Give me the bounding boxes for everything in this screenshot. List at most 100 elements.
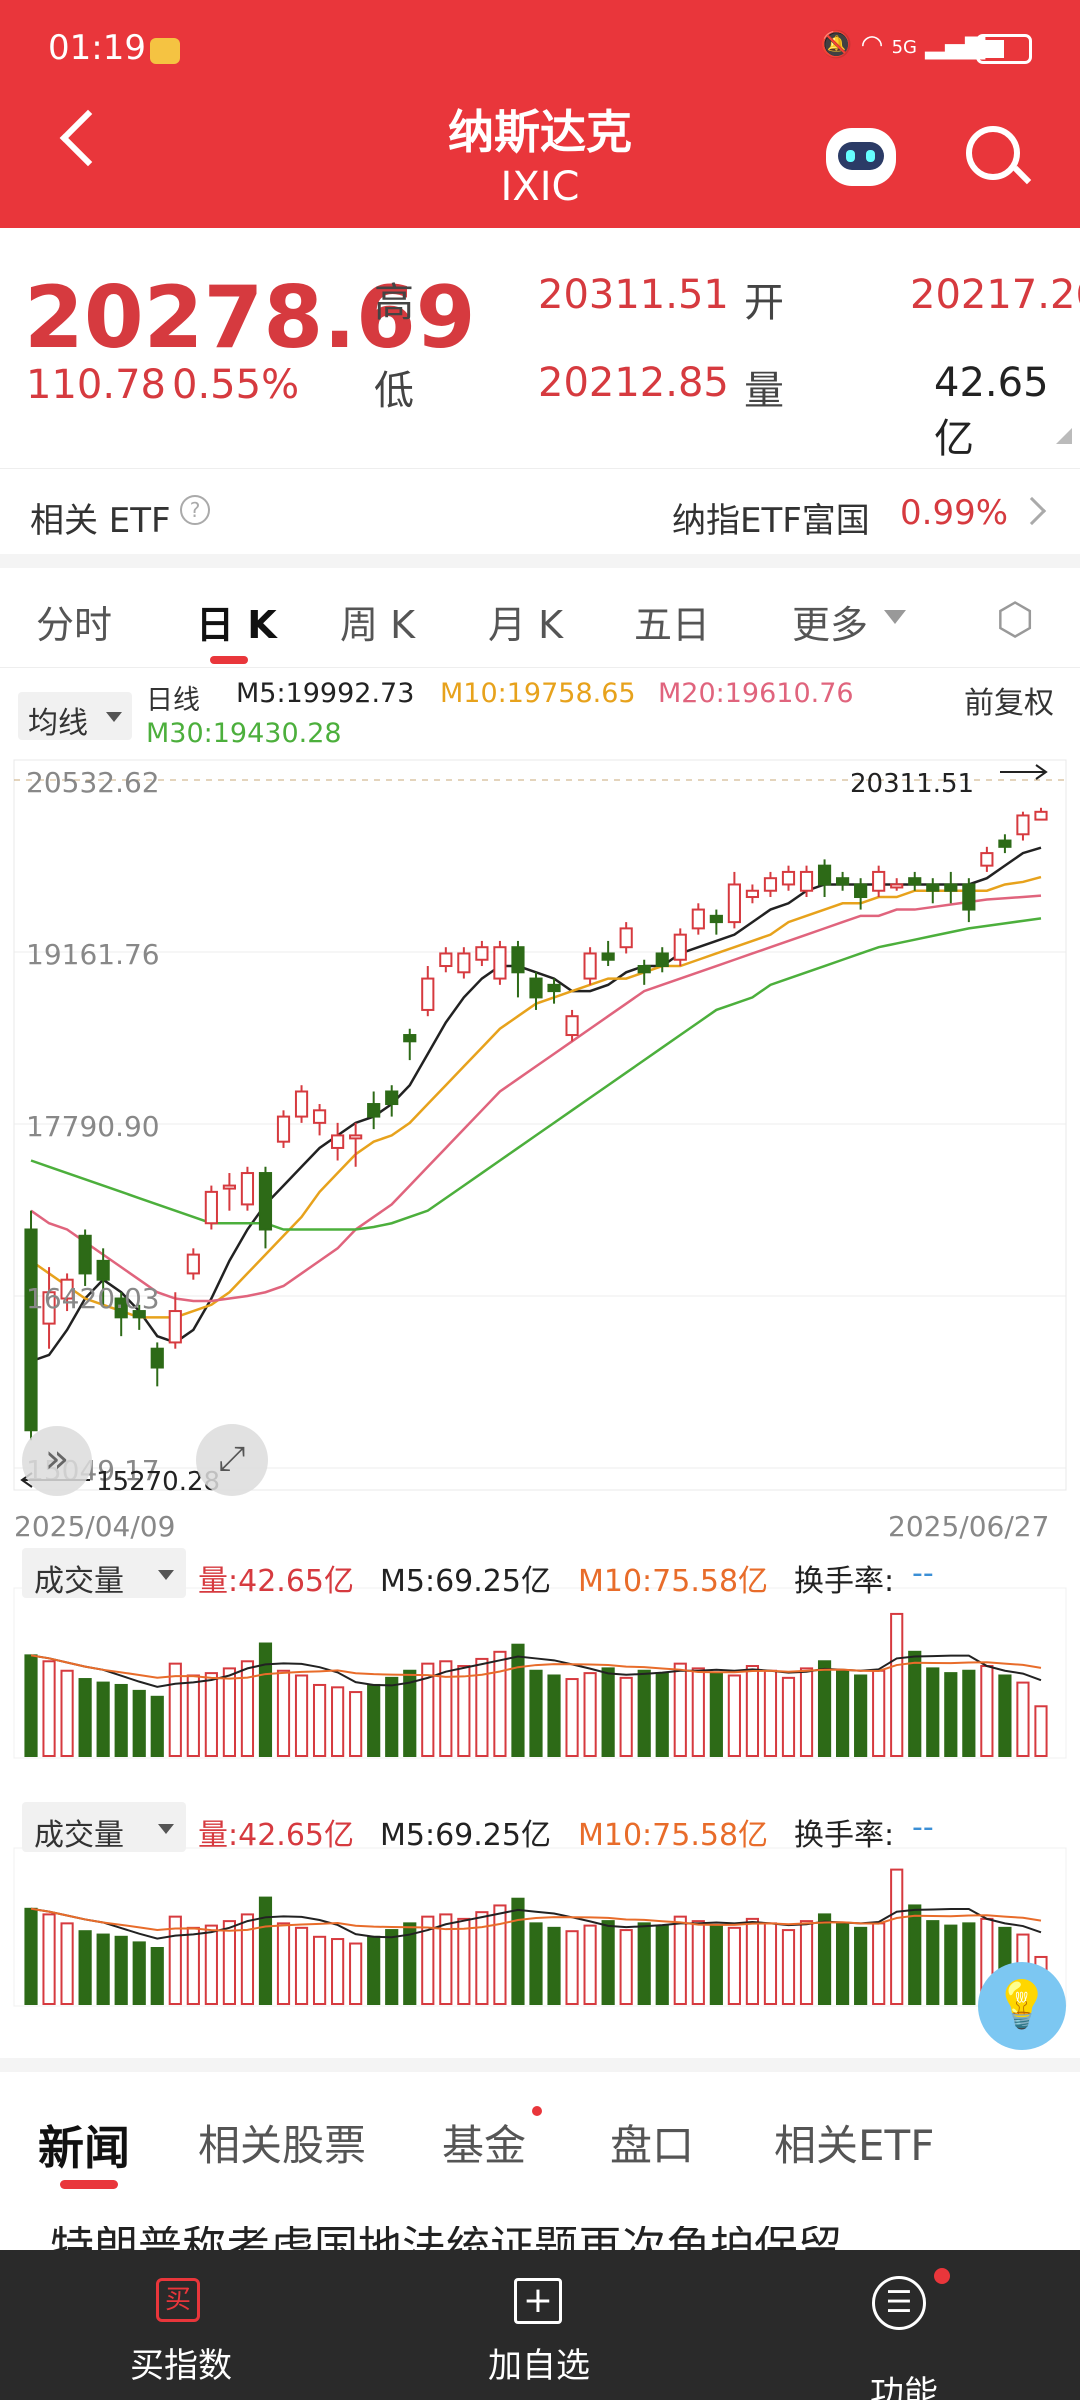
candle-body [908,877,922,886]
candle-body [836,877,850,886]
volume-bars-1 [24,1612,1048,1758]
tab-related-etf[interactable]: 相关ETF [774,2121,935,2170]
buy-index-label[interactable]: 买指数 [130,2346,232,2386]
volume-bar [781,1676,796,1758]
candle-body [78,1234,92,1275]
volume-bar [529,1669,543,1758]
caret-down-icon [158,1570,174,1580]
buy-icon[interactable]: 买 [156,2278,200,2322]
volume-bar [421,1662,435,1758]
volume-bar [132,1689,146,1758]
volume2-bar [276,1922,291,2005]
kline-chart-area: 均线 日线 M5:19992.73 M10:19758.65 M20:19610… [0,668,1080,2058]
volume2-bar [457,1917,471,2006]
volume2-bar [331,1938,345,2006]
tab-monthly-k[interactable]: 月 K [488,603,563,647]
volume2-bar [421,1915,435,2006]
volume-bar [511,1643,525,1757]
y-tick-label: 20532.62 [26,766,160,799]
volume2-bar [186,1926,200,2005]
add-watchlist-icon[interactable]: + [514,2278,562,2324]
volume-selector-label: 成交量 [34,1564,124,1599]
tab-related-stocks[interactable]: 相关股票 [198,2121,367,2170]
candle-body [439,952,453,968]
volume-bar [908,1650,922,1757]
volume-bar [42,1660,56,1758]
candle-body [367,1103,381,1118]
volume2-ma5-line [30,1907,1042,1940]
volume2-bar [222,1920,236,2005]
related-etf-bar[interactable]: 相关 ETF ? 纳指ETF富国 0.99% [0,468,1080,554]
volume-bar [439,1660,453,1758]
candle-body [186,1253,200,1275]
candle-body [240,1172,255,1206]
tab-more[interactable]: 更多 [792,603,869,647]
tab-news[interactable]: 新闻 [38,2121,130,2175]
menu-icon[interactable]: ☰ [872,2276,926,2330]
ma30-legend: M30:19430.28 [146,718,342,749]
volume2-bar [817,1913,832,2006]
volume-bar [349,1691,363,1757]
ma20-legend: M20:19610.76 [658,678,854,709]
volume-bar [745,1665,760,1757]
volume-bar [691,1667,705,1757]
functions-label[interactable]: 功能 [870,2374,938,2400]
y-tick-label: 17790.90 [26,1110,160,1143]
tab-intraday[interactable]: 分时 [36,603,113,647]
volume-bar [475,1657,489,1757]
tab-daily-k[interactable]: 日 K [196,603,277,647]
candle-body [854,883,868,899]
tab-weekly-k[interactable]: 周 K [340,603,415,647]
volume-bar [872,1669,886,1758]
candle-body [150,1347,164,1369]
volume2-bar [854,1926,868,2005]
candle-body [691,908,705,930]
volume2-bar [673,1915,687,2006]
quote-panel: 20278.69 110.78 0.55% 高 20311.51 开 20217… [0,228,1080,468]
mute-icon: 🔕 [820,30,853,60]
adjust-mode-label[interactable]: 前复权 [964,686,1054,721]
volume2-bar [204,1924,218,2005]
lightbulb-tip-icon[interactable]: 💡 [978,1962,1066,2050]
search-icon[interactable] [966,126,1020,180]
candle-body [944,883,958,892]
candle-body [799,870,814,892]
candle-body [276,1115,291,1143]
volume2-bar [349,1942,363,2006]
volume-bar [96,1681,110,1757]
volume-bar [294,1674,309,1757]
volume-m5-2: M5:69.25亿 [380,1818,551,1853]
fast-forward-icon[interactable]: » [22,1426,92,1496]
open-value: 20217.26 [910,272,1080,318]
volume-selector[interactable]: 成交量 [22,1548,186,1599]
volume-bar [799,1667,814,1757]
volume-ma5-line [30,1654,1042,1688]
volume-selector-2[interactable]: 成交量 [22,1802,186,1853]
news-preview-text[interactable]: 特朗普称考虑国地法统证题再次角护保留 [50,2226,1040,2250]
volume-bar [240,1660,255,1758]
tab-order-book[interactable]: 盘口 [610,2121,695,2170]
volume2-bar [96,1933,110,2006]
volume2-bar [745,1917,760,2006]
volume-bar [258,1642,273,1758]
volume2-bar [258,1896,273,2005]
expand-corner-icon[interactable] [1056,428,1072,444]
max-arrow-head [1035,764,1048,780]
low-value: 20212.85 [538,360,729,406]
indicator-selector[interactable]: 均线 [18,692,132,741]
candle-body [565,1015,579,1037]
candle-body [258,1172,273,1231]
volume-bar [150,1695,164,1758]
robot-assistant-icon[interactable] [826,128,896,186]
settings-hexagon-icon[interactable]: ⬡ [996,594,1035,645]
volume-bar [547,1674,561,1757]
menu-badge-dot [934,2268,950,2284]
add-watchlist-label[interactable]: 加自选 [488,2346,590,2386]
volume2-bar [114,1935,128,2006]
volume2-bar [312,1935,327,2006]
volume2-bar [691,1920,705,2005]
help-icon[interactable]: ? [180,495,210,525]
fullscreen-icon[interactable]: ⤢ [196,1424,268,1496]
tab-five-day[interactable]: 五日 [634,603,711,647]
tab-funds[interactable]: 基金 [442,2121,527,2170]
